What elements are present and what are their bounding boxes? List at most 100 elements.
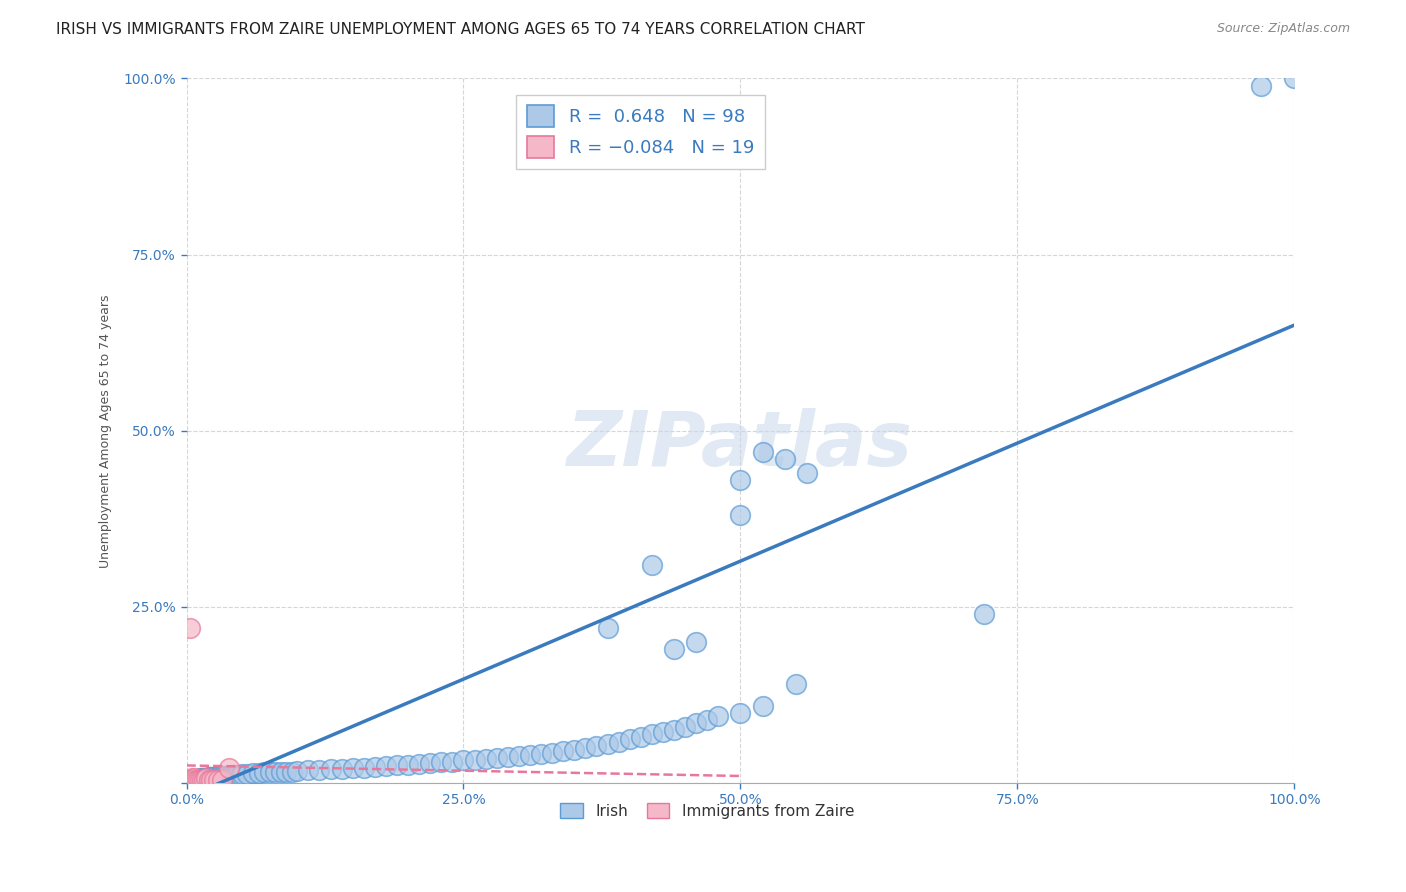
Point — [441, 755, 464, 769]
Point — [973, 607, 995, 621]
Point — [730, 473, 752, 487]
Point — [641, 727, 664, 741]
Point — [281, 764, 304, 779]
Point — [179, 772, 201, 787]
Point — [211, 769, 233, 783]
Point — [330, 762, 353, 776]
Point — [222, 767, 245, 781]
Point — [396, 757, 419, 772]
Point — [197, 771, 219, 785]
Point — [773, 452, 796, 467]
Point — [218, 760, 240, 774]
Point — [193, 771, 215, 785]
Point — [630, 731, 652, 745]
Text: Source: ZipAtlas.com: Source: ZipAtlas.com — [1216, 22, 1350, 36]
Point — [641, 558, 664, 572]
Point — [662, 642, 685, 657]
Point — [231, 767, 253, 781]
Point — [195, 771, 218, 785]
Point — [187, 772, 209, 787]
Point — [353, 760, 375, 774]
Point — [541, 746, 564, 760]
Point — [184, 772, 207, 787]
Point — [228, 767, 250, 781]
Point — [190, 771, 212, 785]
Point — [202, 772, 225, 787]
Point — [297, 764, 319, 778]
Point — [574, 740, 596, 755]
Point — [453, 754, 475, 768]
Text: ZIPatlas: ZIPatlas — [568, 408, 914, 482]
Point — [662, 723, 685, 738]
Point — [247, 766, 270, 780]
Point — [195, 771, 218, 785]
Point — [181, 772, 204, 787]
Point — [707, 709, 730, 723]
Point — [342, 761, 364, 775]
Point — [308, 763, 330, 777]
Point — [751, 445, 773, 459]
Point — [224, 767, 246, 781]
Point — [1250, 78, 1272, 93]
Point — [242, 766, 264, 780]
Point — [181, 772, 204, 787]
Point — [419, 756, 441, 771]
Point — [236, 767, 259, 781]
Point — [276, 764, 298, 779]
Legend: Irish, Immigrants from Zaire: Irish, Immigrants from Zaire — [554, 797, 860, 825]
Point — [197, 771, 219, 785]
Point — [226, 767, 249, 781]
Point — [607, 735, 630, 749]
Point — [207, 770, 229, 784]
Point — [1284, 71, 1306, 86]
Point — [186, 772, 208, 787]
Point — [508, 749, 530, 764]
Point — [188, 771, 211, 785]
Point — [184, 771, 207, 785]
Point — [519, 747, 541, 762]
Point — [215, 769, 238, 783]
Point — [212, 769, 235, 783]
Point — [796, 466, 818, 480]
Y-axis label: Unemployment Among Ages 65 to 74 years: Unemployment Among Ages 65 to 74 years — [100, 294, 112, 567]
Point — [474, 752, 496, 766]
Point — [730, 706, 752, 720]
Point — [374, 759, 396, 773]
Point — [179, 621, 201, 635]
Point — [187, 772, 209, 787]
Point — [204, 770, 226, 784]
Point — [188, 772, 211, 787]
Point — [200, 772, 222, 787]
Point — [218, 769, 240, 783]
Point — [751, 698, 773, 713]
Point — [430, 755, 453, 769]
Point — [696, 713, 718, 727]
Point — [319, 762, 342, 776]
Point — [408, 757, 430, 772]
Text: IRISH VS IMMIGRANTS FROM ZAIRE UNEMPLOYMENT AMONG AGES 65 TO 74 YEARS CORRELATIO: IRISH VS IMMIGRANTS FROM ZAIRE UNEMPLOYM… — [56, 22, 865, 37]
Point — [181, 772, 204, 787]
Point — [596, 621, 619, 635]
Point — [685, 716, 707, 731]
Point — [191, 771, 214, 785]
Point — [596, 737, 619, 751]
Point — [202, 771, 225, 785]
Point — [177, 772, 200, 787]
Point — [585, 739, 607, 753]
Point — [673, 720, 696, 734]
Point — [211, 772, 233, 787]
Point — [180, 772, 202, 787]
Point — [619, 732, 641, 747]
Point — [219, 767, 242, 781]
Point — [191, 771, 214, 785]
Point — [207, 772, 229, 787]
Point — [285, 764, 308, 778]
Point — [200, 771, 222, 785]
Point — [562, 743, 585, 757]
Point — [198, 771, 221, 785]
Point — [186, 772, 208, 787]
Point — [496, 750, 519, 764]
Point — [785, 677, 807, 691]
Point — [685, 635, 707, 649]
Point — [253, 765, 276, 780]
